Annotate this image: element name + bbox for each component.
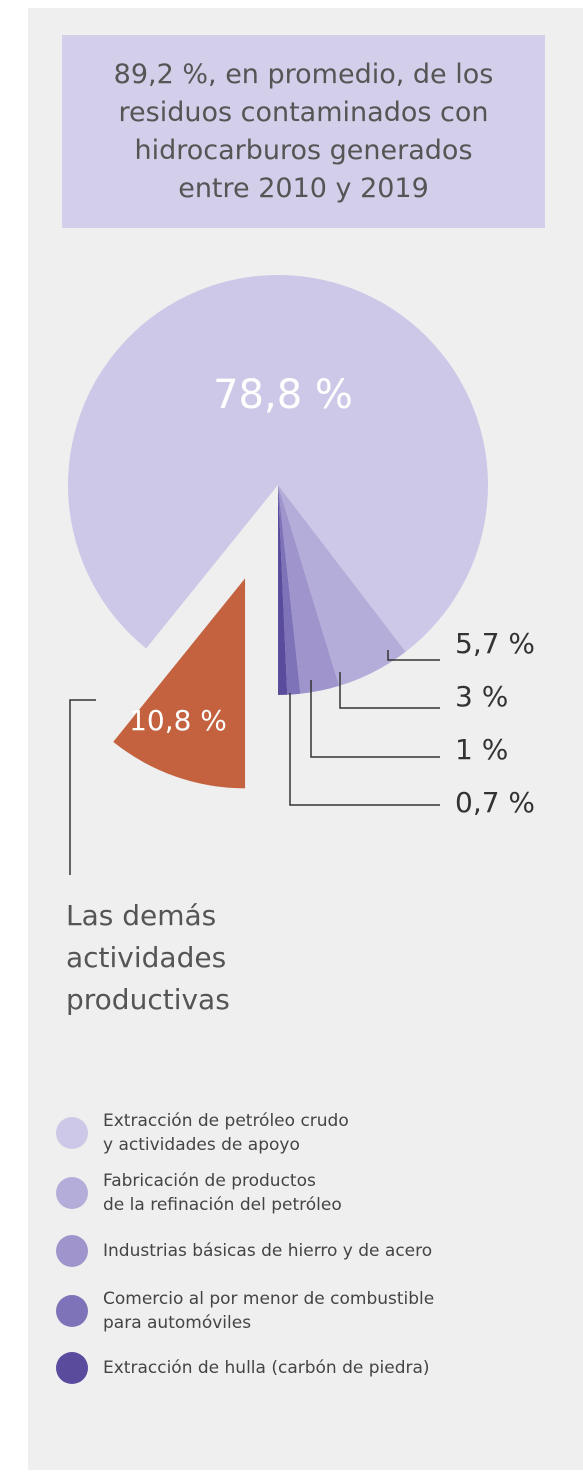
legend-item: Extracción de petróleo crudo y actividad… (56, 1109, 349, 1157)
data-label: 3 % (455, 680, 508, 713)
category-label: Las demás actividades productivas (66, 899, 230, 1016)
legend-item: Extracción de hulla (carbón de piedra) (56, 1344, 430, 1392)
pie-slice (278, 485, 340, 694)
leader-line (339, 672, 440, 709)
legend-label: Extracción de petróleo crudo y actividad… (103, 1111, 349, 1155)
data-label: 5,7 % (455, 627, 535, 660)
pie-slice (67, 275, 488, 652)
pie-slice (278, 485, 288, 695)
legend-label: Extracción de hulla (carbón de piedra) (103, 1358, 430, 1378)
data-label: 10,8 % (129, 704, 227, 737)
legend-label: Comercio al por menor de combustible par… (103, 1289, 435, 1333)
leader-line (387, 650, 440, 661)
data-label: 0,7 % (455, 786, 535, 819)
legend-item: Comercio al por menor de combustible par… (56, 1287, 434, 1335)
chart-title: 89,2 %, en promedio, de los residuos con… (62, 35, 545, 228)
legend-swatch (56, 1177, 88, 1209)
legend-swatch (56, 1295, 88, 1327)
pie-slice (113, 578, 246, 789)
data-label: 78,8 % (213, 372, 353, 418)
legend-swatch (56, 1235, 88, 1267)
legend-item: Fabricación de productos de la refinació… (56, 1169, 342, 1217)
leader-line (289, 693, 440, 806)
pie-slice (278, 485, 406, 686)
legend-item: Industrias básicas de hierro y de acero (56, 1227, 432, 1275)
legend-swatch (56, 1117, 88, 1149)
pie-slice (278, 485, 301, 695)
legend-label: Industrias básicas de hierro y de acero (103, 1241, 433, 1261)
legend-label: Fabricación de productos de la refinació… (103, 1171, 342, 1215)
data-label: 1 % (455, 733, 508, 766)
leader-line (310, 680, 440, 758)
legend-swatch (56, 1352, 88, 1384)
leader-line (69, 699, 96, 875)
